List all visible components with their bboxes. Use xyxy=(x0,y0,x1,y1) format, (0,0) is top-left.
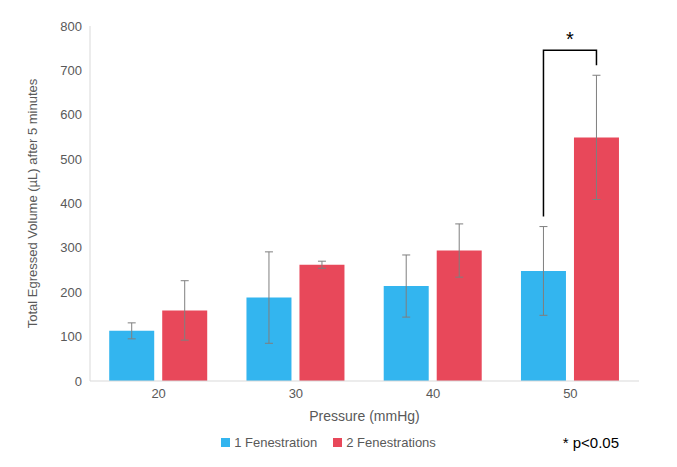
svg-text:30: 30 xyxy=(289,386,303,401)
svg-text:20: 20 xyxy=(151,386,165,401)
svg-text:100: 100 xyxy=(60,329,82,344)
svg-text:Total Egressed Volume (µL) aft: Total Egressed Volume (µL) after 5 minut… xyxy=(25,78,40,328)
svg-text:*: * xyxy=(566,28,574,50)
svg-text:40: 40 xyxy=(426,386,440,401)
svg-text:Pressure (mmHg): Pressure (mmHg) xyxy=(309,408,419,424)
html-text:1 Fenestration: 1 Fenestration xyxy=(234,434,318,450)
html-text:2 Fenestrations: 2 Fenestrations xyxy=(346,434,436,450)
svg-text:200: 200 xyxy=(60,285,82,300)
svg-text:800: 800 xyxy=(60,19,82,34)
svg-text:700: 700 xyxy=(60,63,82,78)
svg-text:300: 300 xyxy=(60,240,82,255)
svg-text:400: 400 xyxy=(60,196,82,211)
svg-text:600: 600 xyxy=(60,107,82,122)
svg-text:0: 0 xyxy=(75,374,82,389)
html-text:* p<0.05: * p<0.05 xyxy=(562,433,619,451)
svg-text:50: 50 xyxy=(563,386,577,401)
svg-text:500: 500 xyxy=(60,152,82,167)
